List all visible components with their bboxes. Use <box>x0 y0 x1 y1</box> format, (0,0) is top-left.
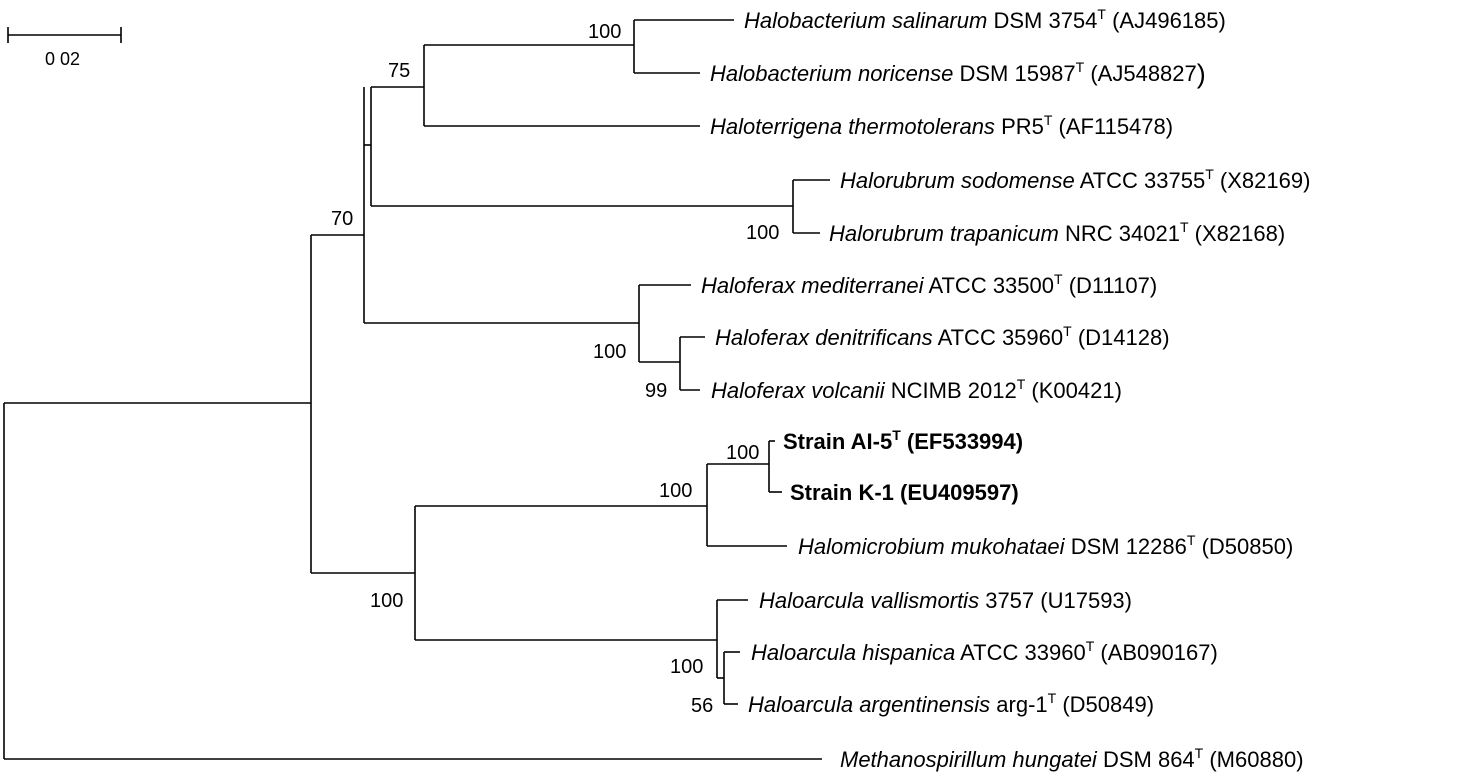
scale-bar-label: 0 02 <box>45 49 80 69</box>
accession-number: (D50849) <box>1062 692 1154 717</box>
accession-number: (AJ496185) <box>1112 8 1226 33</box>
type-strain-superscript: T <box>1044 112 1053 128</box>
type-strain-superscript: T <box>1205 166 1214 182</box>
species-name: Methanospirillum hungatei <box>840 747 1098 772</box>
type-strain-superscript: T <box>1195 745 1204 761</box>
taxon-label: Haloferax denitrificans ATCC 35960T (D14… <box>715 316 1170 350</box>
strain-designation: DSM 3754 <box>993 8 1097 33</box>
strain-designation: ATCC 33500 <box>928 273 1054 298</box>
taxon-label: Halorubrum trapanicum NRC 34021T (X82168… <box>829 212 1285 246</box>
taxon-label: Halobacterium salinarum DSM 3754T (AJ496… <box>744 0 1226 33</box>
strain-designation: arg-1 <box>996 692 1047 717</box>
accession-number: (D14128) <box>1078 325 1170 350</box>
taxon-label: Haloarcula argentinensis arg-1T (D50849) <box>748 683 1154 717</box>
taxon-label: Haloarcula vallismortis 3757 (U17593) <box>759 588 1132 613</box>
taxon-label: Haloterrigena thermotolerans PR5T (AF115… <box>710 105 1173 139</box>
bootstrap-70: 70 <box>331 208 353 230</box>
type-strain-superscript: T <box>1086 638 1095 654</box>
bootstrap-haloferax-inner: 99 <box>645 380 667 402</box>
accession-number: (M60880) <box>1209 747 1303 772</box>
bootstrap-75: 75 <box>388 60 410 82</box>
bootstrap-major-clade: 100 <box>370 590 403 612</box>
bootstrap-haloferax: 100 <box>593 341 626 363</box>
strain-designation: DSM 12286 <box>1071 534 1187 559</box>
accession-number: (AF115478) <box>1059 114 1174 139</box>
species-name: Haloarcula argentinensis <box>748 692 990 717</box>
type-strain-superscript: T <box>892 427 901 443</box>
type-strain-superscript: T <box>1054 271 1063 287</box>
bootstrap-strain-clade: 100 <box>659 480 692 502</box>
accession-number: (X82168) <box>1195 221 1286 246</box>
bootstrap-strain-pair: 100 <box>726 442 759 464</box>
species-name: Haloarcula vallismortis <box>759 588 979 613</box>
taxon-label-strain-k1: Strain K-1 (EU409597) <box>790 480 1019 505</box>
tree-branches <box>3 19 830 760</box>
taxon-label: Haloferax volcanii NCIMB 2012T (K00421) <box>711 369 1122 403</box>
species-name: Haloferax mediterranei <box>701 273 925 298</box>
accession-number: (D50850) <box>1202 534 1294 559</box>
type-strain-superscript: T <box>1048 690 1057 706</box>
strain-designation: ATCC 35960 <box>938 325 1064 350</box>
closing-parenthesis: ) <box>1197 59 1206 89</box>
taxon-label: Halorubrum sodomense ATCC 33755T (X82169… <box>840 159 1310 193</box>
species-name: Halorubrum trapanicum <box>829 221 1059 246</box>
strain-label: Strain K-1 <box>790 480 894 505</box>
species-name: Halobacterium noricense <box>710 61 953 86</box>
species-name: Haloferax volcanii <box>711 378 886 403</box>
bootstrap-values: 75 70 100 100 100 99 100 100 100 100 56 <box>331 21 779 717</box>
species-name: Halobacterium salinarum <box>744 8 987 33</box>
strain-designation: ATCC 33960 <box>960 640 1086 665</box>
type-strain-superscript: T <box>1076 59 1085 75</box>
strain-designation: PR5 <box>1001 114 1044 139</box>
accession-number: (AB090167) <box>1100 640 1217 665</box>
strain-designation: NCIMB 2012 <box>891 378 1017 403</box>
accession-number: (EU409597) <box>900 480 1019 505</box>
taxon-label-strain-ai5: Strain AI-5T (EF533994) <box>783 420 1023 454</box>
strain-designation: NRC 34021 <box>1065 221 1180 246</box>
species-name: Haloarcula hispanica <box>751 640 955 665</box>
taxon-labels: Halobacterium salinarum DSM 3754T (AJ496… <box>701 0 1310 772</box>
accession-number: (X82169) <box>1220 168 1311 193</box>
strain-designation: 3757 <box>985 588 1034 613</box>
bootstrap-haloarcula-inner: 56 <box>691 695 713 717</box>
accession-number: (AJ548827 <box>1090 61 1196 86</box>
type-strain-superscript: T <box>1017 376 1026 392</box>
accession-number: (EF533994) <box>907 429 1023 454</box>
type-strain-superscript: T <box>1097 6 1106 22</box>
taxon-label: Halomicrobium mukohataei DSM 12286T (D50… <box>798 525 1293 559</box>
type-strain-superscript: T <box>1187 532 1196 548</box>
type-strain-superscript: T <box>1180 219 1189 235</box>
accession-number: (D11107) <box>1069 273 1157 298</box>
taxon-label: Methanospirillum hungatei DSM 864T (M608… <box>840 738 1304 772</box>
strain-designation: DSM 864 <box>1103 747 1195 772</box>
species-name: Halorubrum sodomense <box>840 168 1075 193</box>
taxon-label: Halobacterium noricense DSM 15987T (AJ54… <box>710 52 1206 89</box>
scale-bar: 0 02 <box>7 27 122 69</box>
bootstrap-halobacterium: 100 <box>588 21 621 43</box>
accession-number: (U17593) <box>1040 588 1132 613</box>
strain-designation: ATCC 33755 <box>1080 168 1206 193</box>
strain-designation: DSM 15987 <box>959 61 1075 86</box>
type-strain-superscript: T <box>1063 323 1072 339</box>
species-name: Haloterrigena thermotolerans <box>710 114 995 139</box>
taxon-label: Haloferax mediterranei ATCC 33500T (D111… <box>701 264 1157 298</box>
bootstrap-haloarcula: 100 <box>670 656 703 678</box>
accession-number: (K00421) <box>1031 378 1122 403</box>
strain-label: Strain AI-5 <box>783 429 892 454</box>
species-name: Halomicrobium mukohataei <box>798 534 1066 559</box>
taxon-label: Haloarcula hispanica ATCC 33960T (AB0901… <box>751 631 1218 665</box>
species-name: Haloferax denitrificans <box>715 325 933 350</box>
bootstrap-halorubrum: 100 <box>746 222 779 244</box>
